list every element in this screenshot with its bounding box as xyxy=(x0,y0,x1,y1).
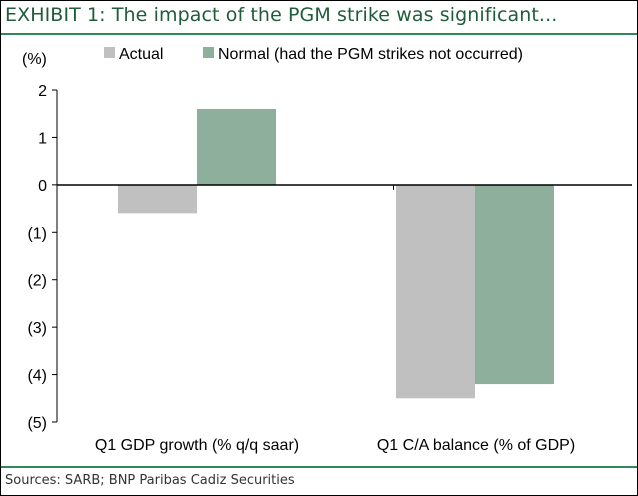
bar-normal-ca xyxy=(475,184,554,385)
category-label-gdp: Q1 GDP growth (% q/q saar) xyxy=(95,437,299,454)
y-tick-label: 2 xyxy=(38,83,47,100)
y-tick-label: (1) xyxy=(27,225,47,242)
bar-normal-gdp xyxy=(197,108,276,185)
source-note: Sources: SARB; BNP Paribas Cadiz Securit… xyxy=(5,473,295,488)
title-divider xyxy=(1,33,637,35)
y-tick-label: (5) xyxy=(27,415,47,432)
y-tick-label: (4) xyxy=(27,368,47,385)
bar-chart: (%) Actual Normal (had the PGM strikes n… xyxy=(22,46,632,454)
legend: Actual Normal (had the PGM strikes not o… xyxy=(104,46,523,63)
bar-actual-gdp xyxy=(118,184,197,214)
y-tick-label: 0 xyxy=(38,178,47,195)
y-unit-label: (%) xyxy=(22,51,47,68)
y-tick-label: 1 xyxy=(38,130,47,147)
bar-actual-ca xyxy=(396,184,475,399)
legend-swatch-normal xyxy=(203,47,214,58)
y-tick-label: (2) xyxy=(27,273,47,290)
legend-label-normal: Normal (had the PGM strikes not occurred… xyxy=(218,46,523,63)
bars xyxy=(118,108,554,399)
legend-swatch-actual xyxy=(104,47,115,58)
y-axis-ticks: 2 1 0 (1) (2) (3) (4) (5) xyxy=(27,83,394,432)
legend-label-actual: Actual xyxy=(119,46,163,63)
source-divider xyxy=(1,466,637,468)
y-tick-label: (3) xyxy=(27,320,47,337)
exhibit-title: EXHIBIT 1: The impact of the PGM strike … xyxy=(5,4,558,26)
category-label-ca: Q1 C/A balance (% of GDP) xyxy=(377,437,575,454)
